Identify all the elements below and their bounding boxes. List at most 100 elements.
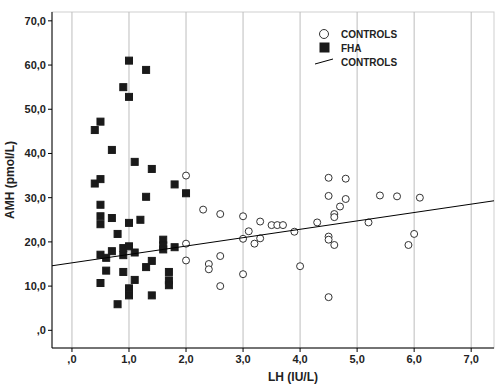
point <box>183 257 190 264</box>
grid-line <box>414 12 415 348</box>
point <box>125 219 132 226</box>
point <box>257 218 264 225</box>
y-tick-label: 70,0 <box>25 15 46 27</box>
point <box>325 192 332 199</box>
point <box>205 266 212 273</box>
point <box>314 219 321 226</box>
point <box>240 235 247 242</box>
point <box>376 192 383 199</box>
point <box>114 301 121 308</box>
point <box>411 230 418 237</box>
point <box>125 57 132 64</box>
x-tick <box>71 348 72 352</box>
point <box>245 228 252 235</box>
legend-label: FHA <box>341 43 362 54</box>
y-tick <box>48 20 52 21</box>
point <box>143 66 150 73</box>
point <box>131 249 138 256</box>
y-tick-label: 60,0 <box>25 59 46 71</box>
point <box>325 236 332 243</box>
legend-label: CONTROLS <box>341 57 397 68</box>
point <box>125 93 132 100</box>
grid-line <box>471 12 472 348</box>
point <box>114 230 121 237</box>
point <box>342 175 349 182</box>
point <box>131 276 138 283</box>
point <box>217 283 224 290</box>
plot-marks <box>52 57 494 308</box>
point <box>240 271 247 278</box>
point <box>200 206 207 213</box>
x-tick-label: 6,0 <box>407 353 422 365</box>
chart: ,01,02,03,04,05,06,07,0,010,020,030,040,… <box>0 0 499 386</box>
x-tick <box>186 348 187 352</box>
y-tick <box>48 286 52 287</box>
legend-symbol <box>320 30 329 39</box>
point <box>143 193 150 200</box>
x-tick-label: 1,0 <box>121 353 136 365</box>
y-tick <box>48 197 52 198</box>
point <box>125 292 132 299</box>
x-tick-label: 5,0 <box>349 353 364 365</box>
point <box>97 280 104 287</box>
point <box>108 146 115 153</box>
legend-label: CONTROLS <box>341 29 397 40</box>
point <box>240 213 247 220</box>
point <box>120 268 127 275</box>
point <box>137 216 144 223</box>
point <box>325 294 332 301</box>
grid-line <box>71 12 72 348</box>
point <box>165 268 172 275</box>
y-axis-title: AMH (pmol/L) <box>3 141 17 219</box>
point <box>416 194 423 201</box>
point <box>131 158 138 165</box>
point <box>217 211 224 218</box>
point <box>148 292 155 299</box>
point <box>97 118 104 125</box>
legend: CONTROLS FHA CONTROLS <box>315 29 397 68</box>
x-axis-title: LH (IU/L) <box>268 370 318 384</box>
point <box>251 240 258 247</box>
point <box>217 253 224 260</box>
point <box>97 176 104 183</box>
point <box>183 172 190 179</box>
y-tick-label: 40,0 <box>25 147 46 159</box>
y-axis <box>52 12 53 348</box>
x-axis <box>52 348 494 349</box>
point <box>337 203 344 210</box>
plot-frame <box>52 12 494 348</box>
point <box>120 84 127 91</box>
point <box>148 257 155 264</box>
y-tick-label: 10,0 <box>25 280 46 292</box>
x-tick-label: 7,0 <box>464 353 479 365</box>
y-tick <box>48 330 52 331</box>
point <box>279 222 286 229</box>
point <box>342 196 349 203</box>
x-tick <box>471 348 472 352</box>
grid-line <box>243 12 244 348</box>
y-tick-label: ,0 <box>37 324 46 336</box>
grid-line <box>300 12 301 348</box>
y-tick-label: 50,0 <box>25 103 46 115</box>
y-tick-label: 30,0 <box>25 192 46 204</box>
point <box>394 193 401 200</box>
point <box>97 213 104 220</box>
x-tick <box>243 348 244 352</box>
point <box>97 221 104 228</box>
y-tick-label: 20,0 <box>25 236 46 248</box>
point <box>108 215 115 222</box>
y-tick <box>48 241 52 242</box>
point <box>91 127 98 134</box>
point <box>171 181 178 188</box>
x-tick-label: 4,0 <box>292 353 307 365</box>
point <box>125 285 132 292</box>
point <box>297 263 304 270</box>
point <box>165 282 172 289</box>
x-tick <box>357 348 358 352</box>
y-tick <box>48 109 52 110</box>
x-tick-label: ,0 <box>67 353 76 365</box>
x-tick <box>300 348 301 352</box>
point <box>331 241 338 248</box>
x-tick <box>414 348 415 352</box>
point <box>103 267 110 274</box>
